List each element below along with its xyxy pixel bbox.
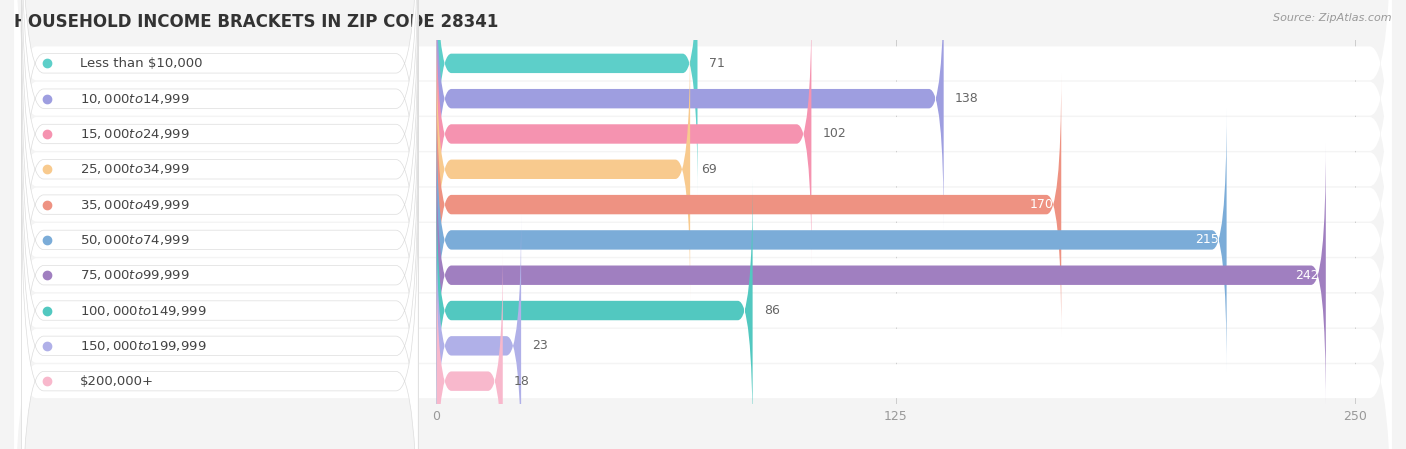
FancyBboxPatch shape	[21, 38, 418, 442]
FancyBboxPatch shape	[14, 80, 1392, 449]
Text: Less than $10,000: Less than $10,000	[80, 57, 202, 70]
Text: 215: 215	[1195, 233, 1219, 247]
FancyBboxPatch shape	[14, 0, 1392, 294]
FancyBboxPatch shape	[14, 151, 1392, 449]
Text: $150,000 to $199,999: $150,000 to $199,999	[80, 339, 207, 353]
FancyBboxPatch shape	[437, 250, 503, 449]
Text: $10,000 to $14,999: $10,000 to $14,999	[80, 92, 190, 106]
FancyBboxPatch shape	[14, 0, 1392, 329]
FancyBboxPatch shape	[437, 214, 522, 449]
FancyBboxPatch shape	[21, 0, 418, 265]
FancyBboxPatch shape	[14, 10, 1392, 400]
FancyBboxPatch shape	[437, 179, 752, 442]
Text: 69: 69	[702, 163, 717, 176]
FancyBboxPatch shape	[14, 45, 1392, 435]
Text: HOUSEHOLD INCOME BRACKETS IN ZIP CODE 28341: HOUSEHOLD INCOME BRACKETS IN ZIP CODE 28…	[14, 13, 499, 31]
Text: $15,000 to $24,999: $15,000 to $24,999	[80, 127, 190, 141]
FancyBboxPatch shape	[21, 179, 418, 449]
FancyBboxPatch shape	[21, 0, 418, 336]
Text: $50,000 to $74,999: $50,000 to $74,999	[80, 233, 190, 247]
Text: $35,000 to $49,999: $35,000 to $49,999	[80, 198, 190, 211]
Text: 23: 23	[531, 339, 548, 352]
Text: 170: 170	[1031, 198, 1054, 211]
FancyBboxPatch shape	[21, 2, 418, 407]
Text: 138: 138	[955, 92, 979, 105]
FancyBboxPatch shape	[437, 73, 1062, 336]
FancyBboxPatch shape	[14, 0, 1392, 364]
Text: $200,000+: $200,000+	[80, 374, 155, 387]
FancyBboxPatch shape	[14, 116, 1392, 449]
FancyBboxPatch shape	[21, 0, 418, 301]
Text: $75,000 to $99,999: $75,000 to $99,999	[80, 268, 190, 282]
Text: 18: 18	[513, 374, 530, 387]
FancyBboxPatch shape	[437, 38, 690, 301]
Text: 86: 86	[763, 304, 779, 317]
FancyBboxPatch shape	[14, 186, 1392, 449]
Text: $25,000 to $34,999: $25,000 to $34,999	[80, 162, 190, 176]
Text: $100,000 to $149,999: $100,000 to $149,999	[80, 304, 207, 317]
FancyBboxPatch shape	[21, 108, 418, 449]
FancyBboxPatch shape	[21, 73, 418, 449]
Text: Source: ZipAtlas.com: Source: ZipAtlas.com	[1274, 13, 1392, 23]
FancyBboxPatch shape	[21, 144, 418, 449]
FancyBboxPatch shape	[437, 0, 943, 230]
Text: 242: 242	[1295, 269, 1319, 282]
FancyBboxPatch shape	[437, 0, 697, 195]
FancyBboxPatch shape	[437, 108, 1226, 371]
Text: 102: 102	[823, 128, 846, 141]
Text: 71: 71	[709, 57, 724, 70]
FancyBboxPatch shape	[437, 144, 1326, 407]
FancyBboxPatch shape	[14, 0, 1392, 258]
FancyBboxPatch shape	[21, 0, 418, 371]
FancyBboxPatch shape	[437, 2, 811, 265]
